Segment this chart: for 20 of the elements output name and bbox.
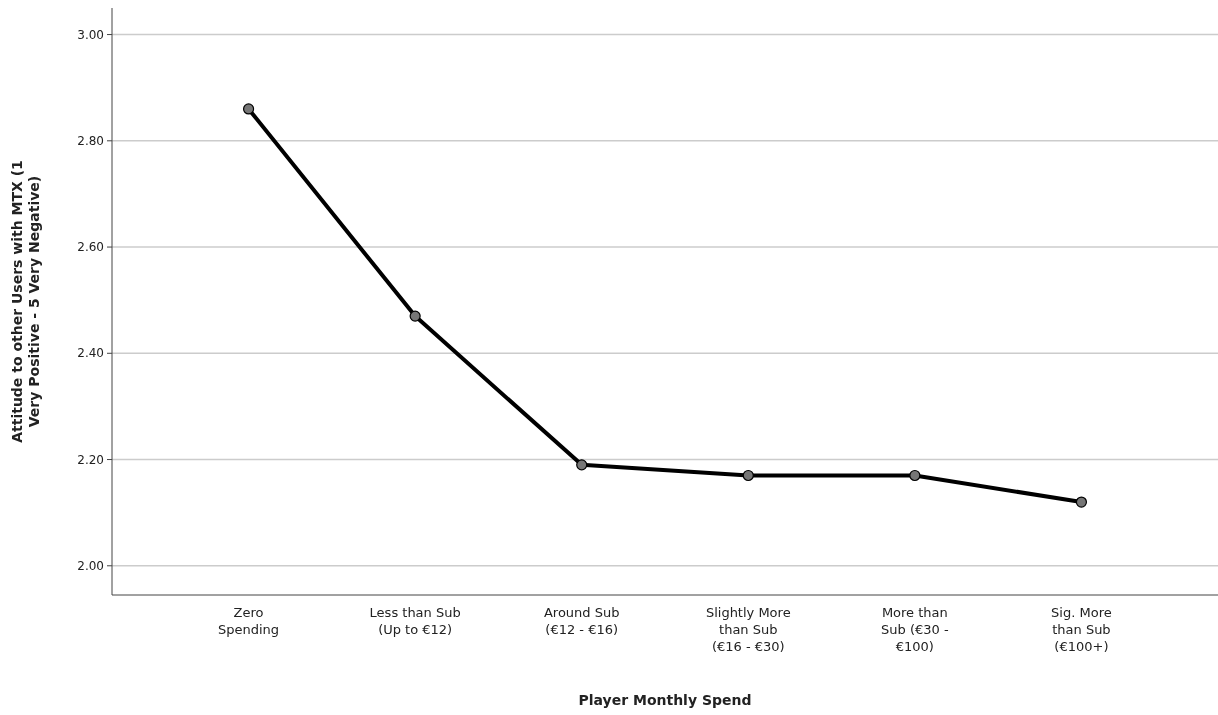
y-tick-label: 2.40 — [77, 346, 104, 361]
x-tick-label: Sig. More than Sub (€100+) — [1051, 605, 1112, 654]
point — [1075, 496, 1088, 508]
point — [242, 103, 255, 115]
y-tick-label: 2.60 — [77, 240, 104, 255]
x-axis-title: Player Monthly Spend — [578, 692, 752, 708]
point — [409, 310, 421, 322]
y-axis-title: Attitude to other Users with MTX (1 Very Positive - 5 Very Negative) — [9, 160, 42, 443]
y-tick-label: 3.00 — [77, 27, 104, 42]
x-tick-label: Around Sub (€12 - €16) — [543, 605, 620, 637]
x-tick-label: Less than Sub (Up to €12) — [369, 605, 461, 637]
x-tick-label: Slightly More than Sub (€16 - €30) — [705, 605, 791, 654]
y-tick-label: 2.80 — [77, 134, 104, 149]
y-tick-label: 2.00 — [77, 558, 104, 573]
point — [576, 459, 588, 471]
y-tick-label: 2.20 — [77, 452, 104, 467]
x-tick-label: More than Sub (€30 - €100) — [881, 605, 949, 654]
point — [742, 469, 754, 482]
x-tick-label: Zero Spending — [218, 605, 280, 637]
point — [909, 469, 921, 482]
